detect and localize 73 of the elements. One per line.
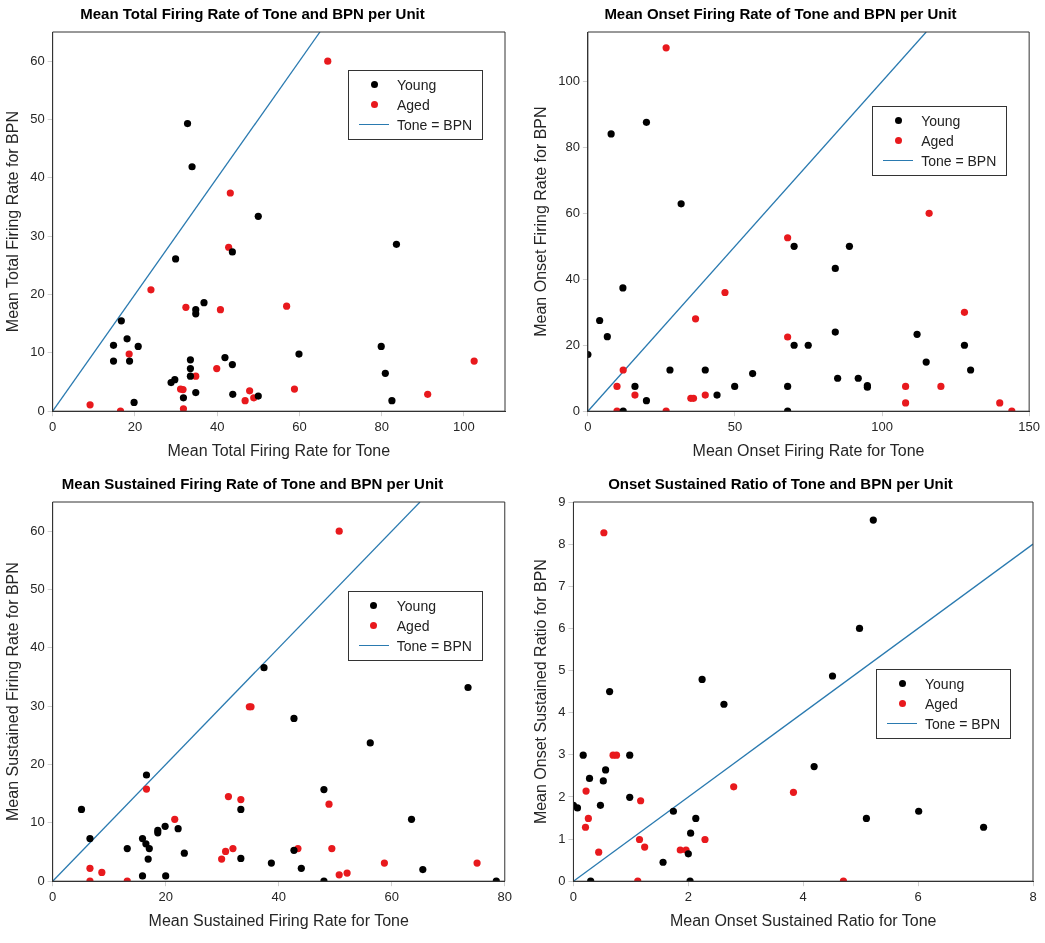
x-axis-title: Mean Onset Sustained Ratio for Tone (669, 911, 937, 929)
x-tick-label: 60 (292, 418, 307, 434)
y-tick-label: 30 (30, 227, 45, 243)
legend-label: Tone = BPN (925, 714, 1001, 734)
legend-label: Aged (921, 131, 954, 151)
y-axis-title: Mean Sustained Firing Rate for BPN (4, 562, 22, 821)
y-tick-label: 20 (30, 286, 45, 302)
y-tick-label: 0 (37, 872, 45, 888)
y-tick-label: 5 (558, 662, 566, 678)
x-tick-label: 2 (684, 888, 692, 904)
chart-title: Mean Onset Firing Rate of Tone and BPN per Unit (604, 5, 957, 23)
y-axis-title: Mean Onset Sustained Ratio for BPN (532, 559, 550, 825)
x-tick-label: 100 (871, 418, 893, 434)
x-axis-title: Mean Total Firing Rate for Tone (167, 441, 391, 459)
y-tick-label: 4 (558, 704, 566, 720)
y-tick-label: 7 (558, 577, 566, 593)
x-tick-label: 0 (49, 888, 57, 904)
legend-label: Tone = BPN (396, 636, 472, 656)
x-tick-label: 8 (1029, 888, 1037, 904)
y-tick-label: 0 (37, 402, 45, 418)
y-tick-label: 60 (30, 52, 45, 68)
y-tick-label: 40 (565, 270, 580, 286)
y-tick-label: 50 (30, 581, 45, 597)
y-tick-label: 20 (565, 336, 580, 352)
x-tick-label: 20 (158, 888, 173, 904)
y-axis-title: Mean Onset Firing Rate for BPN (532, 106, 550, 337)
y-tick-label: 30 (30, 697, 45, 713)
chart-title: Onset Sustained Ratio of Tone and BPN per Unit (608, 475, 953, 493)
y-axis-title: Mean Total Firing Rate for BPN (4, 111, 22, 333)
y-tick-label: 40 (30, 169, 45, 185)
legend-label: Young (921, 111, 961, 131)
x-tick-label: 40 (271, 888, 286, 904)
y-tick-label: 0 (572, 402, 580, 418)
y-tick-label: 100 (558, 73, 580, 89)
chart-title: Mean Total Firing Rate of Tone and BPN per Unit (80, 5, 425, 23)
y-tick-label: 60 (30, 522, 45, 538)
y-tick-label: 50 (30, 111, 45, 127)
y-tick-label: 6 (558, 619, 566, 635)
legend-label: Young (925, 674, 965, 694)
chart-title: Mean Sustained Firing Rate of Tone and BPN per Unit (61, 475, 444, 493)
y-tick-label: 0 (558, 872, 566, 888)
x-tick-label: 50 (727, 418, 743, 434)
legend-label: Young (396, 596, 436, 616)
x-tick-label: 0 (584, 418, 592, 434)
x-tick-label: 20 (127, 418, 143, 434)
x-axis-title: Mean Onset Firing Rate for Tone (692, 441, 925, 459)
y-tick-label: 9 (558, 493, 566, 509)
legend-label: Tone = BPN (397, 115, 473, 135)
x-tick-label: 60 (384, 888, 399, 904)
x-tick-label: 40 (209, 418, 225, 434)
x-tick-label: 80 (497, 888, 512, 904)
y-tick-label: 8 (558, 535, 566, 551)
y-tick-label: 1 (558, 830, 566, 846)
legend-label: Young (397, 75, 437, 95)
x-axis-title: Mean Sustained Firing Rate for Tone (148, 911, 409, 929)
legend-label: Aged (397, 95, 430, 115)
x-tick-label: 100 (453, 418, 475, 434)
y-tick-label: 60 (565, 204, 580, 220)
y-tick-label: 10 (30, 814, 45, 830)
y-tick-label: 20 (30, 756, 45, 772)
y-tick-label: 3 (558, 746, 566, 762)
y-tick-label: 10 (30, 344, 45, 360)
x-tick-label: 4 (799, 888, 807, 904)
legend-label: Aged (925, 694, 958, 714)
y-tick-label: 40 (30, 639, 45, 655)
legend-label: Aged (396, 616, 430, 636)
y-tick-label: 80 (565, 138, 580, 154)
x-tick-label: 150 (1018, 418, 1041, 434)
x-tick-label: 0 (49, 418, 57, 434)
x-tick-label: 80 (374, 418, 389, 434)
legend-label: Tone = BPN (921, 151, 997, 171)
x-tick-label: 6 (914, 888, 922, 904)
y-tick-label: 2 (558, 788, 566, 804)
